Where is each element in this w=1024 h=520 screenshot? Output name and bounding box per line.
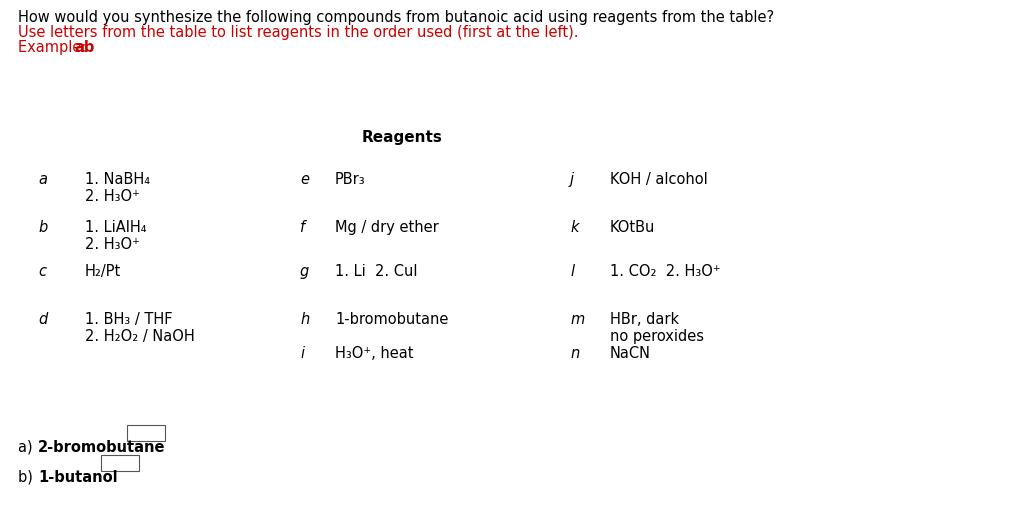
Text: n: n [570,346,580,361]
Text: i: i [300,346,304,361]
Text: b): b) [18,470,38,485]
Text: Example:: Example: [18,40,91,55]
Text: a): a) [18,440,37,455]
Text: H₂/Pt: H₂/Pt [85,264,121,279]
Text: 1. Li  2. CuI: 1. Li 2. CuI [335,264,418,279]
Text: 1. NaBH₄: 1. NaBH₄ [85,172,150,187]
Text: H₃O⁺, heat: H₃O⁺, heat [335,346,414,361]
Text: a: a [38,172,47,187]
Text: 1-bromobutane: 1-bromobutane [335,312,449,327]
Text: Use letters from the table to list reagents in the order used (first at the left: Use letters from the table to list reage… [18,25,579,40]
Text: 2-bromobutane: 2-bromobutane [38,440,166,455]
Text: KOH / alcohol: KOH / alcohol [610,172,708,187]
Text: Mg / dry ether: Mg / dry ether [335,220,438,235]
FancyBboxPatch shape [100,455,138,471]
Text: NaCN: NaCN [610,346,651,361]
Text: 1. CO₂  2. H₃O⁺: 1. CO₂ 2. H₃O⁺ [610,264,721,279]
Text: 1. BH₃ / THF: 1. BH₃ / THF [85,312,172,327]
Text: PBr₃: PBr₃ [335,172,366,187]
Text: g: g [300,264,309,279]
Text: d: d [38,312,47,327]
Text: 2. H₃O⁺: 2. H₃O⁺ [85,237,140,252]
Text: 2. H₃O⁺: 2. H₃O⁺ [85,189,140,204]
Text: 1-butanol: 1-butanol [38,470,118,485]
Text: KOtBu: KOtBu [610,220,655,235]
Text: 1. LiAlH₄: 1. LiAlH₄ [85,220,146,235]
Text: j: j [570,172,574,187]
Text: h: h [300,312,309,327]
Text: Reagents: Reagents [362,130,442,145]
Text: How would you synthesize the following compounds from butanoic acid using reagen: How would you synthesize the following c… [18,10,774,25]
Text: l: l [570,264,574,279]
Text: no peroxides: no peroxides [610,329,705,344]
Text: k: k [570,220,579,235]
Text: f: f [300,220,305,235]
Text: b: b [38,220,47,235]
FancyBboxPatch shape [127,425,165,441]
Text: ab: ab [74,40,94,55]
Text: m: m [570,312,585,327]
Text: 2. H₂O₂ / NaOH: 2. H₂O₂ / NaOH [85,329,195,344]
Text: HBr, dark: HBr, dark [610,312,679,327]
Text: c: c [38,264,46,279]
Text: e: e [300,172,309,187]
